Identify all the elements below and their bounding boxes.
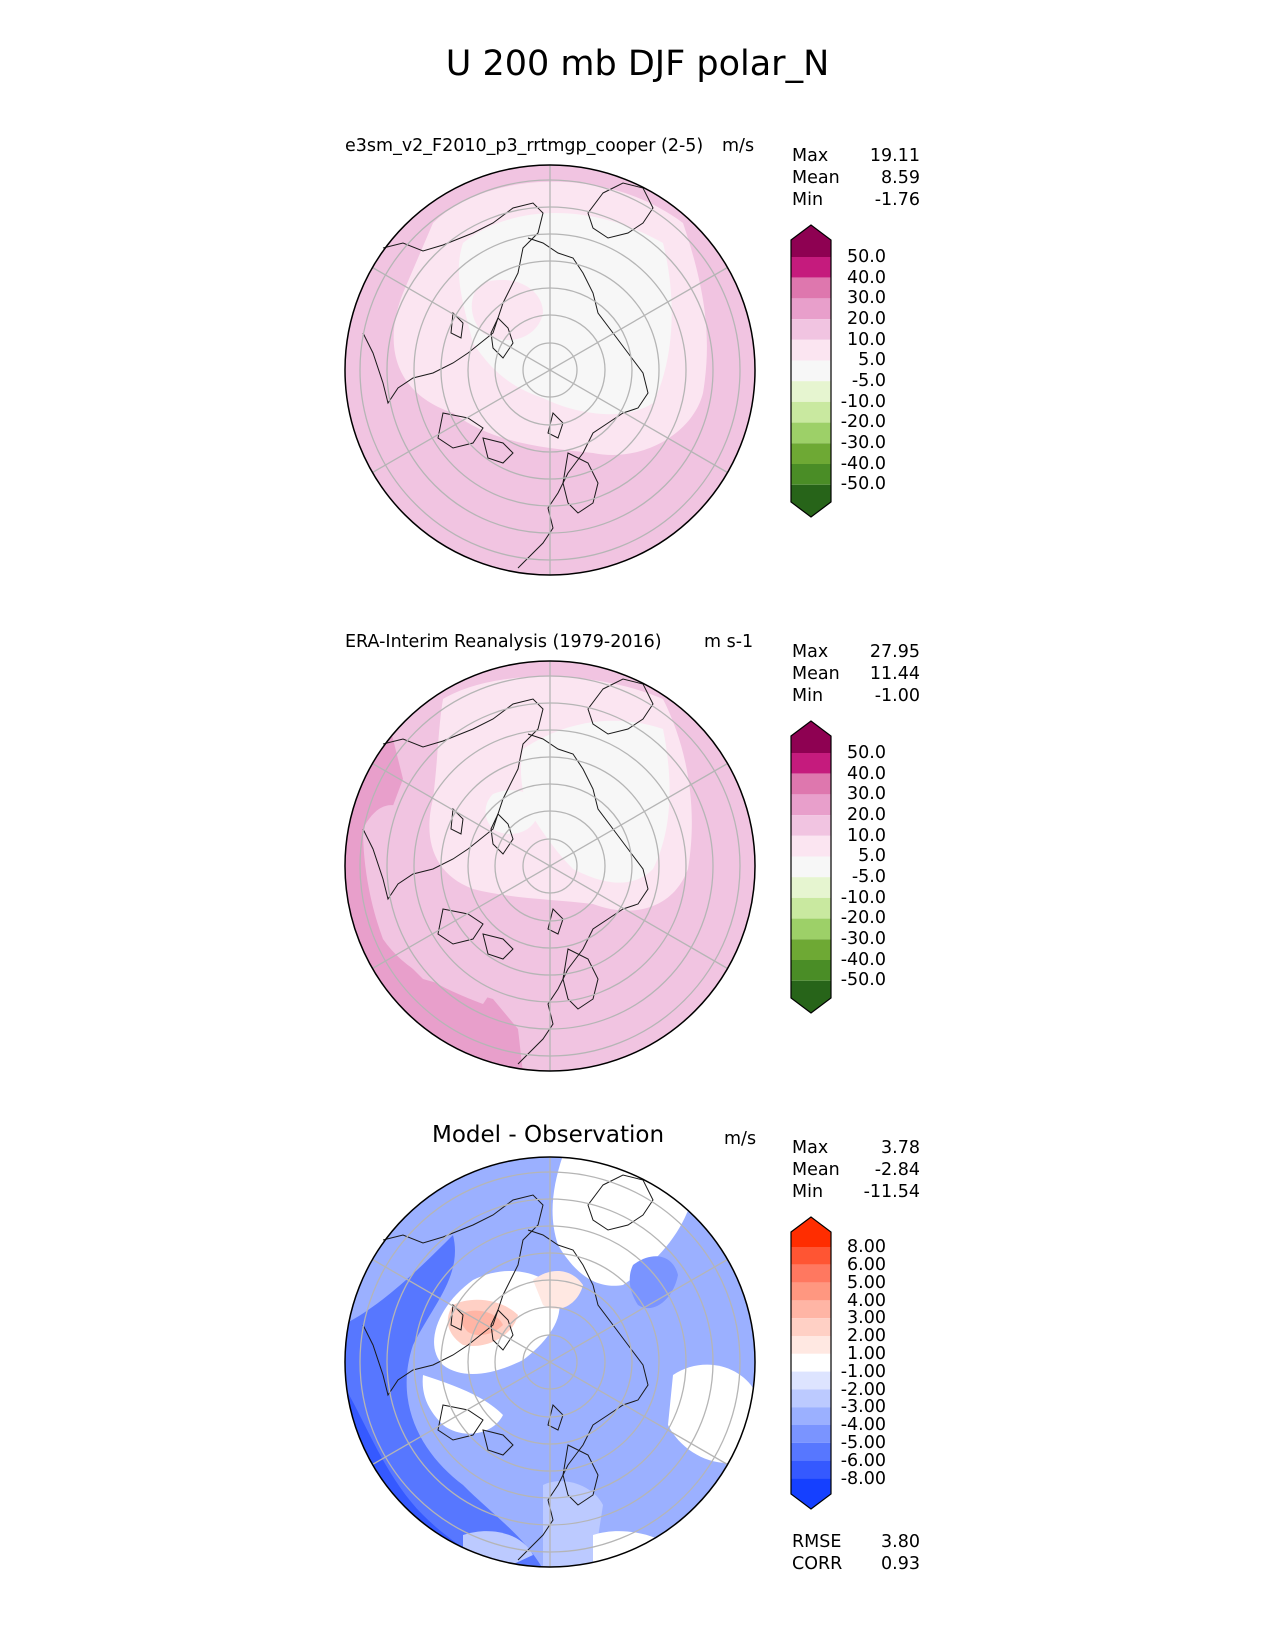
panel-1-colorbar: 50.0 40.0 30.0 20.0 10.0 5.0 -5.0 -10.0 … — [788, 222, 918, 522]
colorbar-label: -8.00 — [840, 1469, 886, 1489]
stat-min: Min -1.00 — [792, 686, 920, 706]
colorbar-label: 20.0 — [847, 805, 886, 825]
colorbar-label: -30.0 — [840, 433, 886, 453]
colorbar-label: 10.0 — [847, 330, 886, 350]
colorbar-segment — [791, 464, 831, 485]
colorbar-label: 5.00 — [847, 1273, 886, 1293]
panel-3-stats: Max 3.78 Mean -2.84 Min -11.54 — [792, 1137, 920, 1203]
stat-max: Max 3.78 — [792, 1138, 920, 1158]
colorbar-segment — [791, 298, 831, 320]
colorbar-segment — [791, 443, 831, 464]
metric-corr: CORR 0.93 — [792, 1554, 920, 1574]
map-boundary — [344, 164, 756, 576]
colorbar-label: -30.0 — [840, 929, 886, 949]
colorbar-segment — [791, 339, 831, 361]
colorbar-label: 1.00 — [847, 1344, 886, 1364]
graticule — [359, 165, 741, 575]
panel-2-stats: Max 27.95 Mean 11.44 Min -1.00 — [792, 641, 920, 707]
colorbar-label: 30.0 — [847, 288, 886, 308]
colorbar-segment — [791, 360, 831, 382]
figure-title: U 200 mb DJF polar_N — [445, 44, 830, 84]
colorbar-label: 50.0 — [847, 743, 886, 763]
colorbar-label: 50.0 — [847, 247, 886, 267]
colorbar-label: 4.00 — [847, 1291, 886, 1311]
coastlines — [362, 182, 654, 569]
colorbar-label: -3.00 — [840, 1397, 886, 1417]
colorbar-label: 8.00 — [847, 1237, 886, 1257]
stat-mean: Mean 8.59 — [792, 168, 920, 188]
colorbar-label: -2.00 — [840, 1380, 886, 1400]
colorbar-label: 6.00 — [847, 1255, 886, 1275]
stat-min: Min -1.76 — [792, 190, 920, 210]
colorbar-segment — [791, 401, 831, 423]
colorbar-label: -10.0 — [840, 392, 886, 412]
metric-rmse: RMSE 3.80 — [792, 1532, 920, 1552]
panel-1-stats: Max 19.11 Mean 8.59 Min -1.76 — [792, 145, 920, 211]
colorbar-label: -40.0 — [840, 454, 886, 474]
colorbar-label: -1.00 — [840, 1362, 886, 1382]
panel-3-title: Model - Observation — [432, 1122, 665, 1148]
colorbar-label: 40.0 — [847, 268, 886, 288]
field-weak — [458, 213, 672, 415]
stat-max: Max 27.95 — [792, 642, 920, 662]
stat-min: Min -11.54 — [792, 1182, 920, 1202]
panel-3-colorbar: 8.00 6.00 5.00 4.00 3.00 2.00 1.00 -1.00… — [788, 1214, 918, 1514]
panel-3-metrics: RMSE 3.80 CORR 0.93 — [792, 1531, 920, 1575]
colorbar-segment — [791, 277, 831, 299]
colorbar-label: -5.00 — [840, 1433, 886, 1453]
panel-1-units: m/s — [722, 136, 755, 156]
colorbar-label: -4.00 — [840, 1415, 886, 1435]
colorbar-label: -20.0 — [840, 908, 886, 928]
colorbar-label: -50.0 — [840, 474, 886, 494]
panel-2-units: m s-1 — [704, 632, 754, 652]
panel-2-polar-map — [344, 660, 756, 1072]
colorbar-label: -40.0 — [840, 950, 886, 970]
colorbar-segment — [791, 381, 831, 402]
colorbar-label: 30.0 — [847, 784, 886, 804]
colorbar-segment — [791, 257, 831, 278]
colorbar-label: -5.0 — [851, 867, 886, 887]
colorbar-label: -5.0 — [851, 371, 886, 391]
panel-2-colorbar: 50.0 40.0 30.0 20.0 10.0 5.0 -5.0 -10.0 … — [788, 718, 918, 1018]
colorbar-label: -6.00 — [840, 1451, 886, 1471]
colorbar-label: 20.0 — [847, 309, 886, 329]
colorbar-label: -20.0 — [840, 412, 886, 432]
colorbar-label: 3.00 — [847, 1308, 886, 1328]
colorbar-label: 2.00 — [847, 1326, 886, 1346]
colorbar-label: 10.0 — [847, 826, 886, 846]
stat-mean: Mean 11.44 — [792, 664, 920, 684]
stat-mean: Mean -2.84 — [792, 1160, 920, 1180]
panel-1-polar-map — [344, 164, 756, 576]
colorbar-segment — [791, 484, 831, 517]
stat-max: Max 19.11 — [792, 146, 920, 166]
colorbar-label: -50.0 — [840, 970, 886, 990]
panel-2-title: ERA-Interim Reanalysis (1979-2016) — [345, 632, 662, 652]
colorbar-segment — [791, 319, 831, 340]
panel-3-polar-map — [344, 1156, 756, 1568]
panel-3-units: m/s — [724, 1129, 757, 1149]
colorbar-segment — [791, 422, 831, 444]
colorbar-label: 40.0 — [847, 764, 886, 784]
colorbar-label: -10.0 — [840, 888, 886, 908]
colorbar-label: 5.0 — [858, 350, 886, 370]
colorbar-label: 5.0 — [858, 846, 886, 866]
colorbar-segment — [791, 225, 831, 257]
panel-1-title: e3sm_v2_F2010_p3_rrtmgp_cooper (2-5) — [345, 136, 704, 156]
